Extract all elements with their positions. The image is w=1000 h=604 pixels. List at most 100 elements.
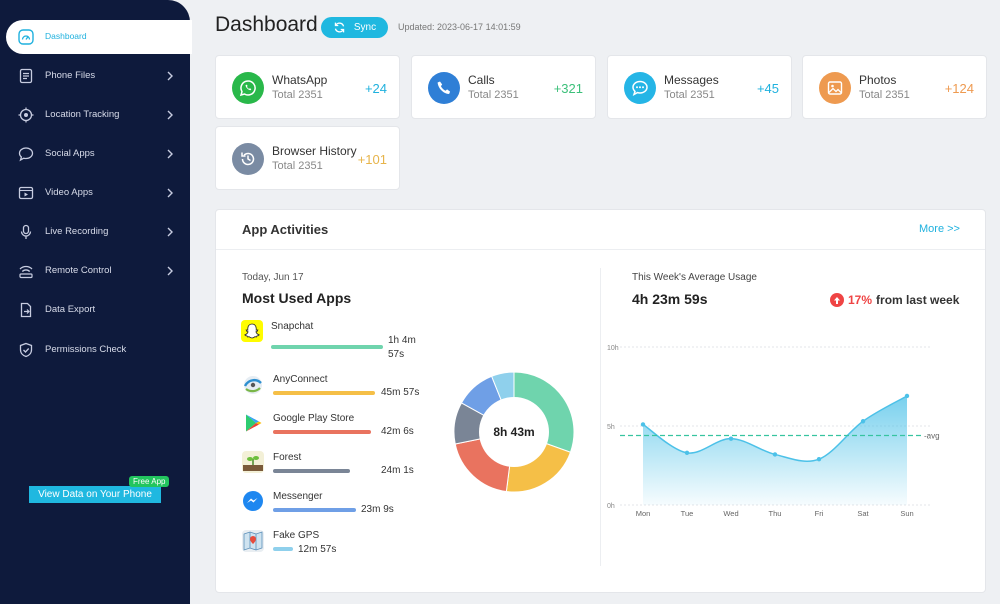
area-fill	[643, 395, 907, 505]
sidebar-item-label: Video Apps	[45, 187, 93, 198]
forest-icon	[242, 451, 264, 473]
stat-delta: +24	[364, 81, 387, 96]
map-icon	[242, 530, 264, 552]
usage-bar	[273, 547, 293, 551]
sidebar-item-remote-control[interactable]: Remote Control	[0, 254, 190, 288]
sidebar-item-social-apps[interactable]: Social Apps	[0, 137, 190, 171]
y-tick-label: 10h	[607, 345, 619, 352]
chat-bubble-icon	[18, 147, 34, 162]
sidebar-item-label: Data Export	[45, 304, 96, 315]
donut-total: 8h 43m	[493, 425, 534, 439]
stat-name: Photos	[859, 73, 897, 87]
date-label: Today, Jun 17	[242, 272, 304, 283]
stat-name: WhatsApp	[272, 73, 328, 87]
sidebar-item-label: Live Recording	[45, 226, 109, 237]
divider	[600, 268, 601, 566]
app-name: Snapchat	[271, 321, 314, 332]
location-icon	[18, 107, 34, 123]
sidebar-item-permissions-check[interactable]: Permissions Check	[0, 333, 190, 367]
usage-bar	[273, 430, 371, 434]
week-value: 4h 23m 59s	[632, 291, 708, 307]
chevron-right-icon	[167, 266, 173, 276]
usage-time: 23m 9s	[361, 504, 394, 515]
phone-icon	[428, 72, 460, 104]
sidebar-item-live-recording[interactable]: Live Recording	[0, 215, 190, 249]
data-point	[904, 393, 910, 399]
sidebar-item-label: Phone Files	[45, 70, 96, 81]
export-icon	[20, 302, 32, 318]
microphone-icon	[20, 224, 32, 239]
stat-name: Messages	[664, 73, 719, 87]
sidebar-item-label: Remote Control	[45, 265, 112, 276]
more-link[interactable]: More >>	[919, 223, 960, 235]
sidebar-item-label: Permissions Check	[45, 344, 127, 355]
trend-percent: 17%	[848, 293, 873, 307]
x-tick-label: Wed	[723, 509, 738, 518]
sidebar-item-label: Location Tracking	[45, 109, 120, 120]
most-used-title: Most Used Apps	[242, 290, 352, 306]
x-tick-label: Mon	[636, 509, 651, 518]
sidebar-item-dashboard[interactable]: Dashboard	[6, 20, 192, 54]
stat-total: Total 2351	[468, 89, 519, 101]
sidebar-item-label: Dashboard	[45, 31, 87, 41]
app-name: Fake GPS	[273, 530, 320, 541]
x-tick-label: Sun	[900, 509, 913, 518]
stat-total: Total 2351	[272, 89, 323, 101]
chevron-right-icon	[167, 110, 173, 120]
stat-delta: +45	[756, 81, 779, 96]
shield-icon	[19, 342, 33, 358]
sync-button[interactable]: Sync	[321, 17, 388, 38]
file-icon	[19, 68, 33, 84]
x-tick-label: Thu	[769, 509, 782, 518]
sidebar-item-phone-files[interactable]: Phone Files	[0, 59, 190, 93]
stat-card-calls[interactable]: Calls Total 2351 +321	[411, 55, 596, 119]
data-point	[816, 456, 822, 462]
sidebar-item-data-export[interactable]: Data Export	[0, 293, 190, 327]
usage-bar	[271, 345, 383, 349]
divider	[216, 249, 985, 250]
stat-card-messages[interactable]: Messages Total 2351 +45	[607, 55, 792, 119]
x-tick-label: Sat	[857, 509, 869, 518]
week-label: This Week's Average Usage	[632, 272, 757, 283]
app-name: Messenger	[273, 491, 323, 502]
sidebar-item-video-apps[interactable]: Video Apps	[0, 176, 190, 210]
data-point	[860, 419, 866, 424]
stat-card-browser-history[interactable]: Browser History Total 2351 +101	[215, 126, 400, 190]
app-name: AnyConnect	[273, 374, 328, 385]
stat-name: Browser History	[272, 144, 357, 158]
usage-bar	[273, 508, 356, 512]
usage-time: 24m 1s	[381, 465, 414, 476]
avg-label: -avg	[924, 431, 940, 440]
data-point	[684, 450, 690, 456]
usage-bar	[273, 391, 375, 395]
snapchat-icon	[241, 320, 263, 342]
data-point	[728, 436, 734, 441]
history-icon	[232, 143, 264, 175]
play-store-icon	[242, 412, 264, 434]
app-name: Google Play Store	[273, 413, 355, 424]
usage-time: 12m 57s	[298, 544, 337, 555]
updated-timestamp: Updated: 2023-06-17 14:01:59	[398, 22, 521, 32]
stat-card-whatsapp[interactable]: WhatsApp Total 2351 +24	[215, 55, 400, 119]
y-tick-label: 0h	[607, 503, 615, 510]
x-tick-label: Tue	[681, 509, 694, 518]
messenger-icon	[242, 490, 264, 512]
sidebar-item-location-tracking[interactable]: Location Tracking	[0, 98, 190, 132]
anyconnect-icon	[242, 374, 264, 396]
free-app-badge: Free App	[129, 476, 170, 487]
arrow-up-icon	[830, 293, 844, 307]
x-tick-label: Fri	[815, 509, 824, 518]
data-point	[772, 452, 778, 457]
stat-delta: +101	[357, 152, 387, 167]
view-on-phone-button[interactable]: View Data on Your Phone	[29, 486, 161, 503]
sidebar: Dashboard Phone Files Location Tracking …	[0, 0, 192, 604]
y-tick-label: 5h	[607, 424, 615, 431]
whatsapp-icon	[232, 72, 264, 104]
stat-card-photos[interactable]: Photos Total 2351 +124	[802, 55, 987, 119]
sync-label: Sync	[353, 22, 377, 33]
trend-indicator: 17% from last week	[830, 293, 959, 307]
chevron-right-icon	[167, 227, 173, 237]
usage-time: 1h 4m 57s	[388, 335, 416, 360]
message-icon	[624, 72, 656, 104]
usage-time: 45m 57s	[381, 387, 420, 398]
